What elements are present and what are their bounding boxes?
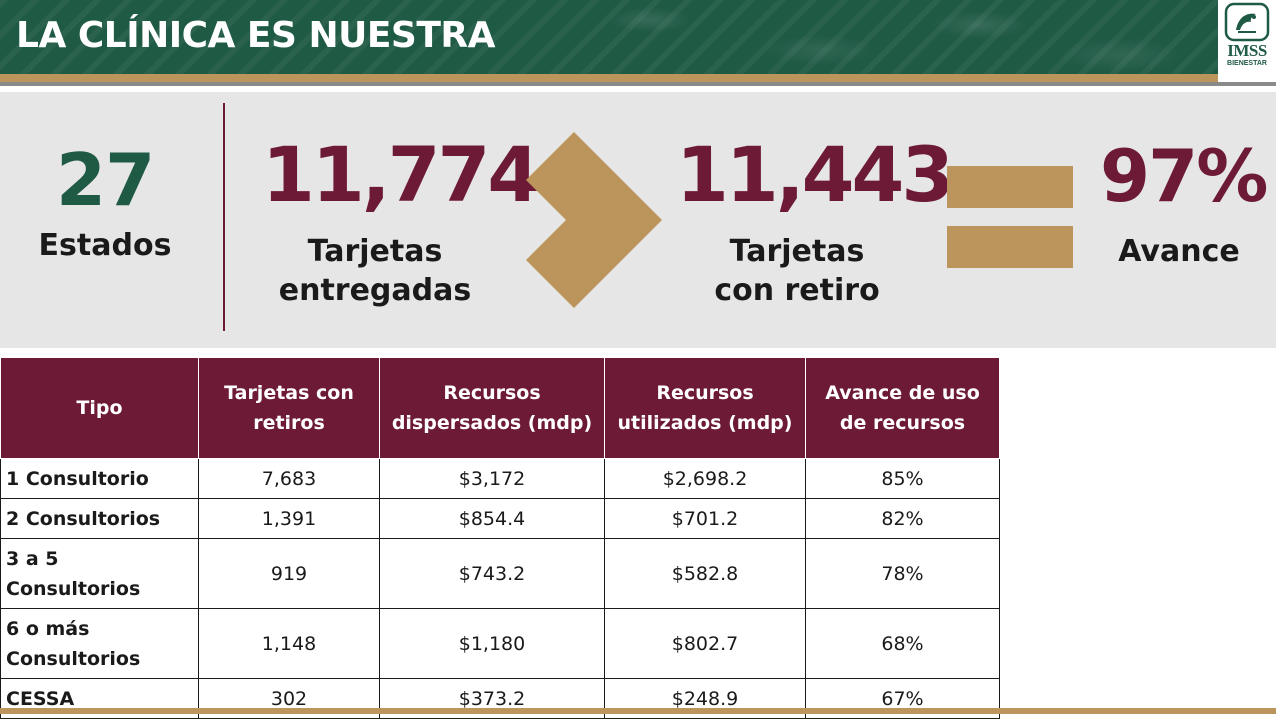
cell-tarjetas: 7,683 xyxy=(198,458,380,499)
cell-tipo: 3 a 5 Consultorios xyxy=(0,538,199,609)
delivered-count: 11,774 xyxy=(262,130,540,219)
column-header-utilizados: Recursos utilizados (mdp) xyxy=(604,357,806,459)
resources-table: Tipo Tarjetas con retiros Recursos dispe… xyxy=(0,357,1000,719)
column-header-dispersados: Recursos dispersados (mdp) xyxy=(379,357,605,459)
states-count: 27 xyxy=(56,138,155,222)
withdrawn-label-line1: Tarjetas xyxy=(729,234,865,269)
withdrawn-label-line2: con retiro xyxy=(714,273,880,308)
cell-dispersados: $3,172 xyxy=(379,458,605,499)
header-banner: LA CLÍNICA ES NUESTRA xyxy=(0,0,1276,74)
stats-panel: 27 Estados 11,774 Tarjetas entregadas 11… xyxy=(0,92,1276,348)
equals-icon xyxy=(947,166,1073,268)
cell-dispersados: $854.4 xyxy=(379,498,605,539)
logo-bienestar-text: BIENESTAR xyxy=(1227,60,1267,67)
column-header-tarjetas: Tarjetas con retiros xyxy=(198,357,380,459)
cell-tipo: 1 Consultorio xyxy=(0,458,199,499)
cell-tipo: 2 Consultorios xyxy=(0,498,199,539)
table-header-row: Tipo Tarjetas con retiros Recursos dispe… xyxy=(0,357,1000,459)
progress-percent: 97% xyxy=(1100,134,1268,218)
cell-utilizados: $802.7 xyxy=(604,608,806,679)
logo-imss-text: IMSS xyxy=(1227,41,1267,60)
table-row: 1 Consultorio 7,683 $3,172 $2,698.2 85% xyxy=(0,458,1000,499)
footer-gold-band xyxy=(0,708,1276,714)
delivered-label-line1: Tarjetas xyxy=(307,234,443,269)
cell-utilizados: $701.2 xyxy=(604,498,806,539)
imss-bienestar-logo: IMSS BIENESTAR xyxy=(1218,0,1276,82)
stats-divider xyxy=(223,103,225,331)
cell-utilizados: $582.8 xyxy=(604,538,806,609)
header-gray-band xyxy=(0,82,1276,86)
cell-tarjetas: 1,148 xyxy=(198,608,380,679)
table-row: 6 o más Consultorios 1,148 $1,180 $802.7… xyxy=(0,608,1000,679)
column-header-avance: Avance de uso de recursos xyxy=(805,357,1000,459)
column-header-tipo: Tipo xyxy=(0,357,199,459)
states-label: Estados xyxy=(38,228,172,263)
cell-avance: 78% xyxy=(805,538,1000,609)
header-gold-band xyxy=(0,74,1276,82)
cell-tipo: 6 o más Consultorios xyxy=(0,608,199,679)
table-row: 2 Consultorios 1,391 $854.4 $701.2 82% xyxy=(0,498,1000,539)
withdrawn-count: 11,443 xyxy=(676,130,954,219)
cell-dispersados: $743.2 xyxy=(379,538,605,609)
progress-label: Avance xyxy=(1118,234,1240,269)
cell-avance: 85% xyxy=(805,458,1000,499)
cell-avance: 82% xyxy=(805,498,1000,539)
page-title: LA CLÍNICA ES NUESTRA xyxy=(16,15,496,56)
cell-tarjetas: 919 xyxy=(198,538,380,609)
cell-avance: 68% xyxy=(805,608,1000,679)
cell-utilizados: $2,698.2 xyxy=(604,458,806,499)
cell-tarjetas: 1,391 xyxy=(198,498,380,539)
table-row: 3 a 5 Consultorios 919 $743.2 $582.8 78% xyxy=(0,538,1000,609)
chevron-right-icon xyxy=(526,132,662,308)
delivered-label-line2: entregadas xyxy=(278,273,472,308)
cell-dispersados: $1,180 xyxy=(379,608,605,679)
eagle-emblem-icon xyxy=(1224,2,1270,42)
